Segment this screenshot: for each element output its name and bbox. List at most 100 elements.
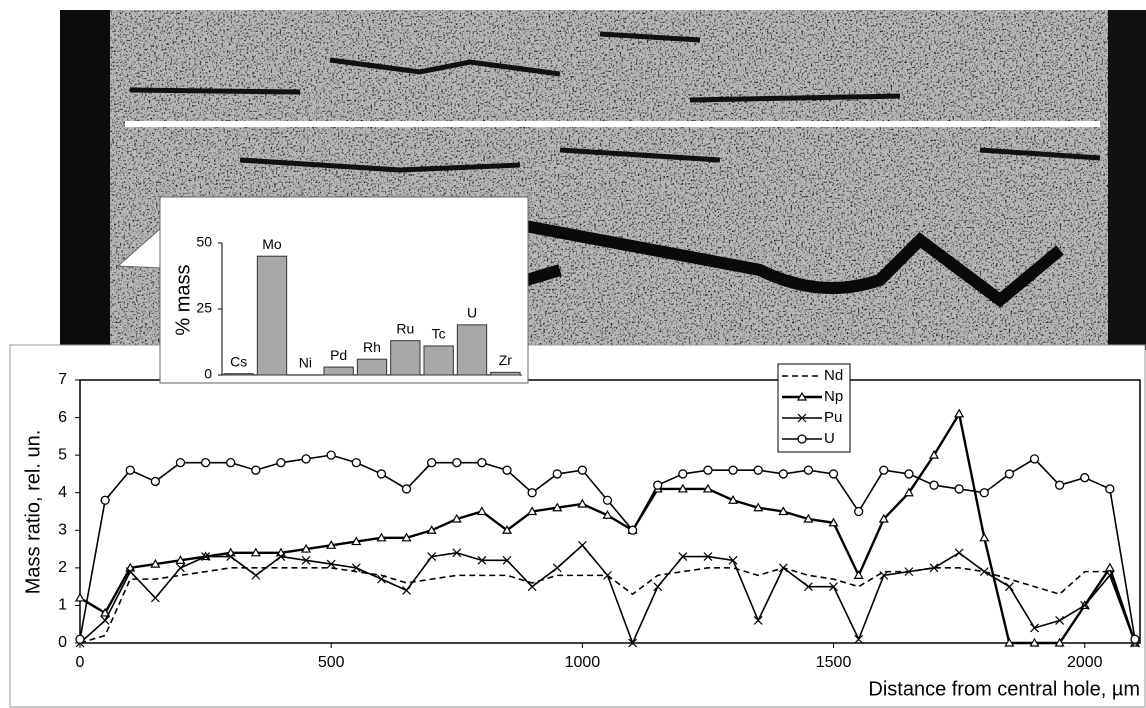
marker (351, 536, 362, 546)
marker (904, 567, 914, 577)
marker (502, 555, 512, 565)
marker (904, 469, 914, 479)
bar (456, 324, 488, 376)
marker (753, 616, 763, 625)
marker (728, 555, 738, 565)
marker (602, 510, 613, 519)
marker (778, 506, 789, 516)
marker (1130, 634, 1140, 644)
marker (351, 458, 361, 468)
bar (423, 345, 454, 376)
marker (502, 465, 512, 475)
marker (401, 532, 412, 542)
legend-label: Pu (824, 409, 842, 426)
marker (150, 593, 160, 603)
marker (778, 563, 788, 573)
y-tick-label: 4 (58, 484, 67, 501)
marker (577, 465, 588, 475)
marker (326, 559, 336, 569)
marker (1029, 454, 1040, 464)
marker (376, 469, 387, 479)
marker (175, 458, 186, 468)
marker (75, 634, 85, 644)
x-tick-label: 0 (76, 654, 85, 671)
marker (1105, 484, 1115, 494)
y-tick-label: 0 (204, 366, 212, 382)
y-tick-label: 5 (58, 446, 67, 463)
marker (427, 458, 437, 468)
marker (452, 548, 462, 558)
marker (653, 480, 663, 490)
marker (301, 543, 312, 553)
marker (376, 574, 386, 584)
marker (477, 555, 487, 565)
marker (426, 525, 437, 534)
marker (226, 552, 236, 562)
marker (1054, 637, 1065, 647)
y-tick-label: 1 (58, 597, 67, 614)
marker (954, 484, 964, 494)
marker (728, 495, 739, 504)
marker (929, 563, 939, 573)
marker (979, 532, 990, 542)
marker (150, 476, 161, 487)
marker (201, 552, 211, 562)
marker (1054, 480, 1065, 490)
marker (427, 552, 437, 562)
x-tick-label: 1500 (816, 654, 852, 671)
marker (527, 506, 538, 516)
marker (552, 502, 563, 512)
marker (653, 582, 663, 592)
marker (1055, 616, 1065, 625)
y-tick-label: 3 (58, 522, 67, 539)
x-tick-label: 500 (318, 654, 345, 671)
marker (1105, 570, 1115, 580)
marker (100, 607, 111, 617)
marker (251, 570, 261, 580)
y-tick-label: 7 (58, 371, 67, 388)
marker (476, 506, 487, 516)
marker (226, 458, 236, 468)
marker (577, 498, 588, 508)
marker (301, 454, 311, 464)
marker (728, 465, 738, 475)
bar (223, 373, 254, 376)
marker (928, 449, 940, 459)
marker (603, 570, 612, 580)
marker (778, 469, 788, 479)
marker (1004, 582, 1014, 592)
marker (175, 555, 186, 564)
category-label: Mo (262, 236, 282, 252)
category-label: Ni (299, 355, 312, 371)
marker (125, 465, 135, 475)
marker (401, 484, 412, 494)
marker (527, 488, 537, 498)
marker (577, 540, 587, 550)
marker (1104, 562, 1115, 572)
category-label: Rh (363, 339, 381, 355)
marker (627, 525, 638, 535)
marker (1004, 637, 1015, 647)
marker (854, 634, 864, 644)
micrograph (60, 10, 1146, 350)
y-tick-label: 2 (58, 559, 67, 576)
marker (954, 548, 964, 558)
marker (326, 450, 336, 460)
marker (301, 555, 311, 565)
y-tick-label: 50 (196, 234, 212, 250)
marker (678, 469, 688, 479)
marker (100, 616, 110, 625)
marker (527, 582, 537, 592)
marker (903, 487, 914, 497)
marker (552, 563, 562, 573)
category-label: Tc (432, 326, 446, 342)
x-tick-label: 2000 (1067, 654, 1103, 671)
bar (390, 340, 421, 376)
category-label: Ru (396, 320, 414, 336)
marker (929, 480, 939, 490)
marker (602, 495, 613, 505)
x-axis-label: Distance from central hole, µm (868, 678, 1140, 700)
legend-marker (797, 434, 807, 444)
marker (351, 563, 361, 573)
category-label: Cs (230, 353, 247, 369)
